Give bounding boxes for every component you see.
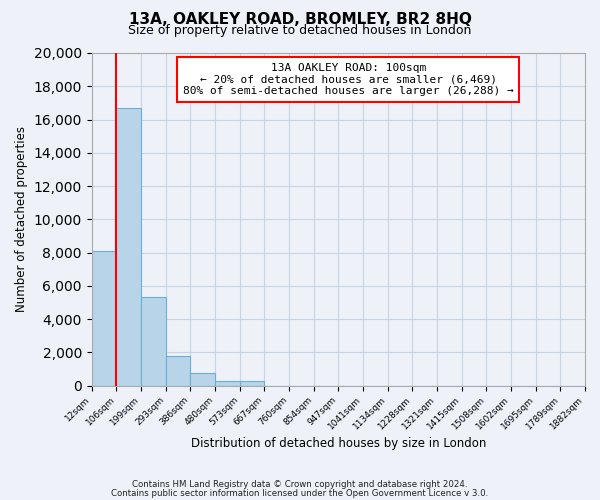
Text: 13A, OAKLEY ROAD, BROMLEY, BR2 8HQ: 13A, OAKLEY ROAD, BROMLEY, BR2 8HQ xyxy=(128,12,472,28)
Bar xyxy=(190,373,215,386)
Bar xyxy=(141,298,166,386)
Text: Contains HM Land Registry data © Crown copyright and database right 2024.: Contains HM Land Registry data © Crown c… xyxy=(132,480,468,489)
Y-axis label: Number of detached properties: Number of detached properties xyxy=(15,126,28,312)
X-axis label: Distribution of detached houses by size in London: Distribution of detached houses by size … xyxy=(191,437,486,450)
Text: 13A OAKLEY ROAD: 100sqm
← 20% of detached houses are smaller (6,469)
80% of semi: 13A OAKLEY ROAD: 100sqm ← 20% of detache… xyxy=(183,63,514,96)
Bar xyxy=(239,381,265,386)
Text: Contains public sector information licensed under the Open Government Licence v : Contains public sector information licen… xyxy=(112,488,488,498)
Text: Size of property relative to detached houses in London: Size of property relative to detached ho… xyxy=(128,24,472,37)
Bar xyxy=(92,251,116,386)
Bar xyxy=(116,108,141,386)
Bar xyxy=(215,381,239,386)
Bar xyxy=(166,356,190,386)
